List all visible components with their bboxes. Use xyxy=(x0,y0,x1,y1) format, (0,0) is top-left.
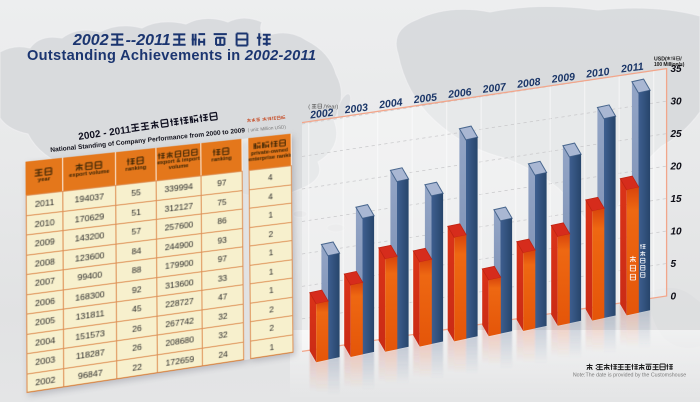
svg-text:20: 20 xyxy=(670,162,683,173)
svg-text:25: 25 xyxy=(670,129,683,140)
svg-text:Note:The date is provided by t: Note:The date is provided by the Customs… xyxy=(573,373,686,379)
svg-text:0: 0 xyxy=(671,291,677,302)
svg-text:2006: 2006 xyxy=(447,86,473,101)
svg-text:USD(: USD( xyxy=(654,57,667,63)
svg-text:15: 15 xyxy=(671,194,683,205)
svg-text:2004: 2004 xyxy=(378,97,404,112)
svg-text:(: ( xyxy=(308,105,310,111)
svg-text:2011: 2011 xyxy=(619,61,644,76)
svg-text:/Year): /Year) xyxy=(324,105,339,111)
svg-text:2007: 2007 xyxy=(481,81,508,96)
svg-text:35: 35 xyxy=(671,64,683,75)
svg-text:30: 30 xyxy=(671,97,683,108)
svg-text:2005: 2005 xyxy=(412,91,438,106)
svg-text:10: 10 xyxy=(671,226,683,237)
svg-text:2003: 2003 xyxy=(343,102,369,117)
svg-text:2010: 2010 xyxy=(585,66,611,81)
svg-text:2009: 2009 xyxy=(550,71,576,86)
svg-text:/: / xyxy=(680,57,682,63)
svg-text:5: 5 xyxy=(671,259,677,270)
svg-text:100 Million(s): 100 Million(s) xyxy=(654,62,685,68)
svg-text:2002: 2002 xyxy=(309,107,335,122)
svg-text:2008: 2008 xyxy=(516,76,542,91)
